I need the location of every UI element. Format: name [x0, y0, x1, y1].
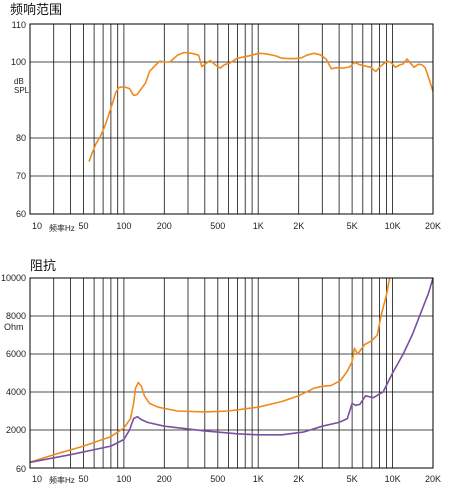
chart1-x-unit-label: 频率Hz: [49, 223, 75, 233]
chart1-ylabel-db: dB: [14, 77, 24, 86]
x-tick-label: 20K: [425, 474, 441, 484]
chart1-grid: [30, 23, 433, 215]
chart2-x-unit-label: 频率Hz: [49, 475, 75, 485]
frequency-response-chart: 频响范围 110 100 80 70 60 dB SPL 10 50 100 200 500 1K…: [10, 2, 441, 233]
chart2-ylabel-ohm: Ohm: [4, 322, 24, 332]
x-tick-label: 500: [210, 221, 225, 231]
x-tick-label: 100: [116, 221, 131, 231]
y-tick-label: 80: [16, 133, 26, 143]
y-tick-label: 60: [16, 209, 26, 219]
chart1-series: [88, 51, 434, 162]
y-tick-label: 8000: [6, 311, 26, 321]
chart1-frame: [29, 23, 434, 215]
chart1-y-ticks: 110 100 80 70 60: [11, 20, 26, 219]
x-tick-label: 50: [78, 474, 88, 484]
chart2-title: 阻抗: [30, 259, 56, 274]
x-tick-label: 1K: [253, 221, 264, 231]
chart2-y-ticks: 10000 8000 6000 4000 2000 60: [1, 273, 26, 474]
x-tick-label: 50: [78, 221, 88, 231]
series-line-1: [29, 277, 391, 464]
chart2-series: [29, 277, 434, 464]
x-tick-label: 10: [32, 474, 42, 484]
chart1-x-ticks: 10 50 100 200 500 1K 2K 5K 10K 20K: [32, 221, 441, 231]
chart1-ylabel-spl: SPL: [14, 86, 30, 95]
y-tick-label: 6000: [6, 349, 26, 359]
x-tick-label: 10K: [385, 474, 401, 484]
x-tick-label: 5K: [347, 474, 358, 484]
chart2-frame: [29, 277, 434, 469]
x-tick-label: 1K: [253, 474, 264, 484]
x-tick-label: 5K: [347, 221, 358, 231]
x-tick-label: 500: [210, 474, 225, 484]
impedance-chart: 阻抗 10000 8000 6000 4000 2000 60 Ohm 10 50 100 20…: [1, 259, 441, 485]
y-tick-label: 70: [16, 171, 26, 181]
series-line-1: [88, 51, 434, 162]
chart1-title: 频响范围: [10, 2, 62, 18]
x-tick-label: 100: [116, 474, 131, 484]
x-tick-label: 2K: [293, 474, 304, 484]
chart2-grid: [30, 277, 433, 469]
y-tick-label: 100: [11, 57, 26, 67]
y-tick-label: 110: [12, 20, 26, 30]
y-tick-label: 4000: [6, 387, 26, 397]
x-tick-label: 200: [157, 474, 172, 484]
x-tick-label: 2K: [293, 221, 304, 231]
x-tick-label: 20K: [425, 221, 441, 231]
series-line-2: [29, 277, 434, 464]
y-tick-label: 60: [16, 464, 26, 474]
x-tick-label: 10: [32, 221, 42, 231]
x-tick-label: 200: [157, 221, 172, 231]
x-tick-label: 10K: [385, 221, 401, 231]
chart2-x-ticks: 10 50 100 200 500 1K 2K 5K 10K 20K: [32, 474, 441, 484]
y-tick-label: 10000: [1, 273, 26, 283]
y-tick-label: 2000: [6, 425, 26, 435]
